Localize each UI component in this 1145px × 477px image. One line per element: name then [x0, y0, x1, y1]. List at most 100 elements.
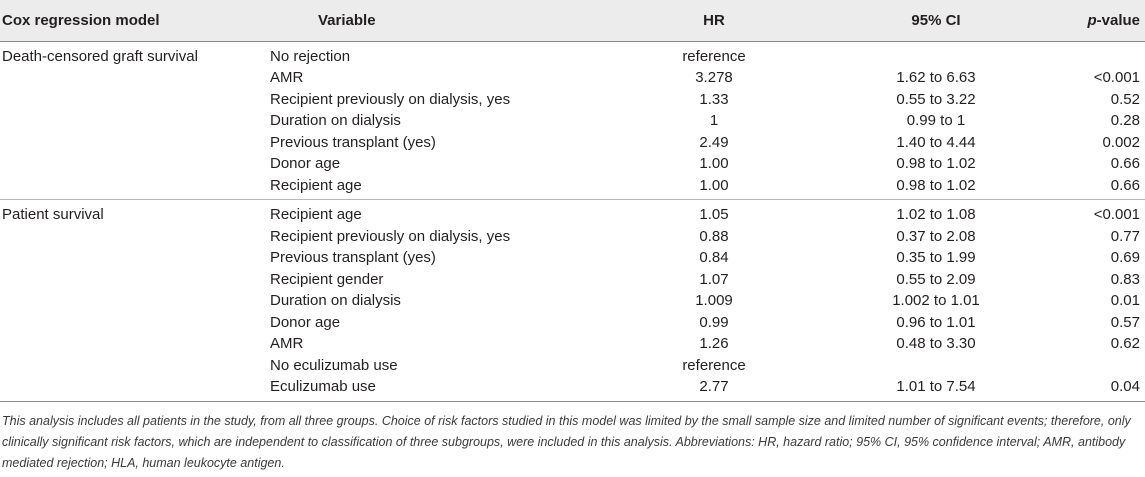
cell-variable: No eculizumab use	[270, 356, 398, 374]
cell-model	[0, 355, 250, 377]
table-row: Death-censored graft survival No rejectio…	[0, 41, 1145, 67]
cell-ci: 0.35 to 1.99	[896, 249, 976, 266]
header-p-italic: p	[1087, 11, 1097, 29]
cell-p-value: 0.69	[1110, 249, 1140, 266]
cell-variable: Eculizumab use	[250, 376, 596, 402]
table-row: Eculizumab use 2.77 1.01 to 7.54 0.04	[0, 376, 1145, 402]
cell-model	[0, 132, 250, 154]
cell-variable: Donor age	[270, 313, 341, 331]
cell-ci: 0.55 to 2.09	[896, 270, 976, 288]
table-footnote: This analysis includes all patients in t…	[2, 414, 1131, 470]
regression-table: Cox regression model Variable HR 95% CI …	[0, 0, 1145, 402]
cell-p-value: 0.002	[1102, 133, 1140, 151]
cell-ci: 1.01 to 7.54	[832, 376, 1040, 402]
table-body: Death-censored graft survival No rejectio…	[0, 41, 1145, 402]
table-row: Donor age 1.00 0.98 to 1.02 0.66	[0, 153, 1145, 175]
cell-variable: AMR	[270, 335, 304, 352]
cell-p-value: 0.83	[1110, 270, 1140, 288]
header-ci: 95% CI	[832, 0, 1040, 42]
cell-variable: Duration on dialysis	[270, 292, 401, 309]
cell-hr: 1	[709, 112, 719, 129]
cell-p-value	[1040, 355, 1145, 377]
table-row: AMR 1.26 0.48 to 3.30 0.62	[0, 333, 1145, 355]
cell-ci: 0.55 to 3.22	[896, 90, 976, 108]
cell-hr: 1.26	[699, 335, 729, 352]
cell-hr: 0.84	[699, 249, 729, 266]
table-row: AMR 3.278 1.62 to 6.63 <0.001	[0, 67, 1145, 89]
cell-model	[0, 153, 250, 175]
cell-model	[0, 67, 250, 89]
cell-p-value: 0.66	[1110, 155, 1140, 172]
table-row: Previous transplant (yes) 2.49 1.40 to 4.4…	[0, 132, 1145, 154]
cell-variable: Recipient previously on dialysis, yes	[270, 227, 511, 245]
table-row: Previous transplant (yes) 0.84 0.35 to 1.9…	[0, 247, 1145, 269]
cell-hr: 1.07	[699, 270, 729, 288]
cell-hr: 0.99	[699, 313, 729, 331]
cell-p-value: 0.01	[1110, 292, 1140, 309]
cell-variable: No rejection	[270, 47, 351, 65]
cell-model	[0, 247, 250, 269]
cell-model	[0, 312, 250, 334]
cell-hr: 3.278	[695, 69, 733, 86]
cell-p-value: 0.57	[1110, 313, 1140, 331]
cell-variable: AMR	[270, 69, 304, 86]
table-row: Patient survival Recipient age 1.05 1.02 to…	[0, 199, 1145, 226]
cell-model: Death-censored graft survival	[2, 47, 198, 65]
header-p-rest: -value	[1096, 11, 1140, 29]
cell-hr: 1.00	[699, 176, 729, 194]
table-row: Donor age 0.99 0.96 to 1.01 0.57	[0, 312, 1145, 334]
header-p-value: p-value	[1040, 0, 1145, 42]
cell-p-value: 0.66	[1110, 176, 1140, 194]
header-variable: Variable	[250, 0, 596, 42]
cell-p-value: <0.001	[1040, 199, 1145, 226]
cell-model	[0, 175, 250, 200]
cell-model: Patient survival	[0, 199, 250, 226]
cell-variable: Recipient previously on dialysis, yes	[270, 90, 511, 108]
cell-ci: 0.37 to 2.08	[896, 227, 976, 245]
table-header-row: Cox regression model Variable HR 95% CI …	[0, 0, 1145, 42]
cell-ci: 1.40 to 4.44	[896, 133, 976, 151]
cell-p-value: 0.62	[1110, 335, 1140, 352]
cell-ci: 0.98 to 1.02	[896, 155, 976, 172]
cell-model	[0, 376, 250, 402]
cell-p-value	[1040, 41, 1145, 67]
cell-ci	[832, 41, 1040, 67]
table-row: No eculizumab use reference	[0, 355, 1145, 377]
table-row: Duration on dialysis 1 0.99 to 1 0.28	[0, 110, 1145, 132]
cell-ci	[832, 355, 1040, 377]
cell-variable: Duration on dialysis	[270, 112, 401, 129]
table-row: Recipient gender 1.07 0.55 to 2.09 0.83	[0, 269, 1145, 291]
cell-ci: 0.48 to 3.30	[896, 335, 976, 352]
cell-p-value: 0.28	[1110, 112, 1140, 129]
cell-hr: 2.49	[699, 133, 729, 151]
cell-variable: Recipient gender	[270, 270, 384, 288]
cell-ci: 1.002 to 1.01	[892, 292, 980, 309]
table-row: Duration on dialysis 1.009 1.002 to 1.01 0.…	[0, 290, 1145, 312]
cell-variable: Recipient age	[270, 176, 362, 194]
cell-variable: Previous transplant (yes)	[270, 133, 436, 151]
cell-variable: Donor age	[270, 155, 341, 172]
cell-hr: 1.009	[695, 292, 733, 309]
cell-ci: 0.96 to 1.01	[896, 313, 976, 331]
cell-p-value: 0.04	[1040, 376, 1145, 402]
cell-model	[0, 110, 250, 132]
cell-hr: 2.77	[596, 376, 832, 402]
cell-hr: reference	[682, 47, 746, 65]
header-model: Cox regression model	[0, 0, 250, 42]
table-row: Recipient previously on dialysis, yes 1.3…	[0, 89, 1145, 111]
cell-hr: reference	[682, 356, 746, 374]
cell-hr: 0.88	[699, 227, 729, 245]
cell-ci: 1.62 to 6.63	[896, 69, 976, 86]
cell-hr: 1.05	[596, 199, 832, 226]
cell-hr: 1.00	[699, 155, 729, 172]
cell-model	[0, 226, 250, 248]
cell-hr: 1.33	[699, 90, 729, 108]
cell-model	[0, 89, 250, 111]
header-hr: HR	[596, 0, 832, 42]
cell-model	[0, 290, 250, 312]
cell-ci: 0.99 to 1	[906, 112, 966, 129]
table-row: Recipient previously on dialysis, yes 0.8…	[0, 226, 1145, 248]
cell-p-value: 0.52	[1110, 90, 1140, 108]
cell-ci: 1.02 to 1.08	[832, 199, 1040, 226]
cell-model	[0, 269, 250, 291]
